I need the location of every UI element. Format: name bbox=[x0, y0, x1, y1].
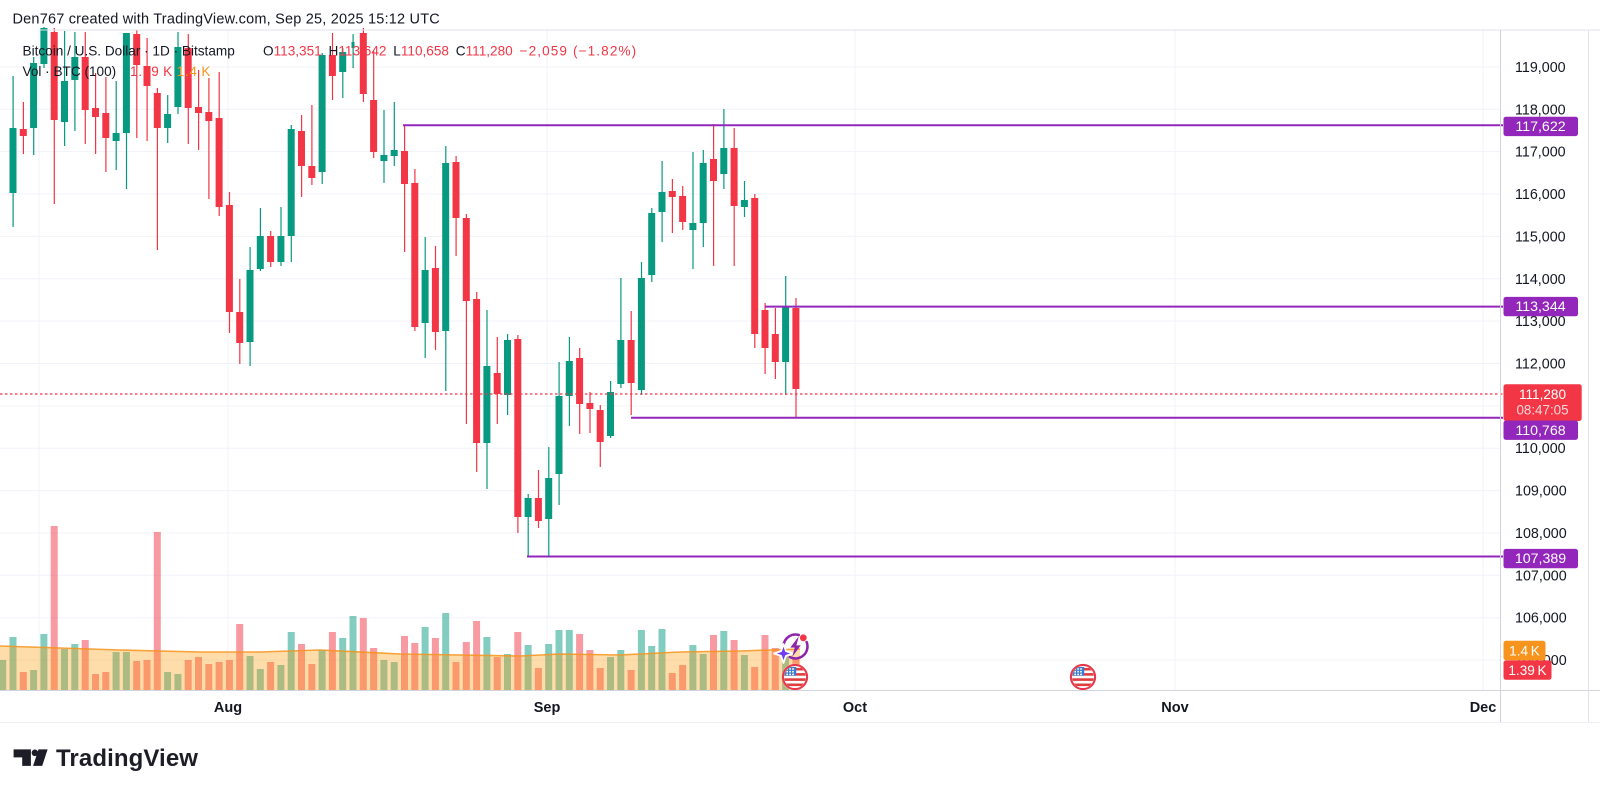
svg-text:107,389: 107,389 bbox=[1515, 551, 1566, 567]
svg-text:112,000: 112,000 bbox=[1515, 357, 1566, 373]
svg-text:114,000: 114,000 bbox=[1515, 272, 1566, 288]
svg-text:Den767 created with TradingVie: Den767 created with TradingView.com, Sep… bbox=[13, 12, 440, 28]
svg-text:117,622: 117,622 bbox=[1515, 119, 1565, 135]
svg-text:O113,351 H113,642 L110,658 C11: O113,351 H113,642 L110,658 C111,280 −2,0… bbox=[263, 44, 637, 59]
svg-text:Sep: Sep bbox=[534, 700, 561, 716]
svg-text:113,344: 113,344 bbox=[1515, 299, 1565, 315]
svg-text:1.39 K: 1.39 K bbox=[130, 64, 173, 79]
svg-text:1.4 K: 1.4 K bbox=[1509, 643, 1540, 658]
svg-text:110,000: 110,000 bbox=[1515, 441, 1566, 457]
svg-text:111,280: 111,280 bbox=[1519, 387, 1567, 402]
svg-text:108,000: 108,000 bbox=[1515, 526, 1567, 542]
svg-text:115,000: 115,000 bbox=[1515, 229, 1566, 245]
svg-text:Nov: Nov bbox=[1161, 700, 1188, 716]
svg-text:107,000: 107,000 bbox=[1515, 568, 1567, 584]
svg-text:Oct: Oct bbox=[843, 700, 867, 716]
svg-text:TradingView: TradingView bbox=[56, 745, 198, 772]
svg-text:119,000: 119,000 bbox=[1515, 60, 1566, 76]
svg-text:1.39 K: 1.39 K bbox=[1508, 663, 1546, 678]
svg-text:106,000: 106,000 bbox=[1515, 611, 1567, 627]
svg-text:113,000: 113,000 bbox=[1515, 314, 1566, 330]
svg-text:110,768: 110,768 bbox=[1515, 423, 1565, 439]
svg-text:109,000: 109,000 bbox=[1515, 484, 1567, 500]
svg-text:117,000: 117,000 bbox=[1515, 145, 1566, 161]
svg-text:Vol · BTC (100): Vol · BTC (100) bbox=[23, 64, 117, 79]
svg-text:116,000: 116,000 bbox=[1515, 187, 1566, 203]
svg-text:118,000: 118,000 bbox=[1515, 102, 1566, 118]
svg-text:08:47:05: 08:47:05 bbox=[1516, 403, 1568, 418]
svg-text:Aug: Aug bbox=[214, 700, 242, 716]
svg-text:Dec: Dec bbox=[1470, 700, 1497, 716]
svg-text:1.4 K: 1.4 K bbox=[177, 64, 212, 79]
svg-text:Bitcoin / U.S. Dollar · 1D · B: Bitcoin / U.S. Dollar · 1D · Bitstamp bbox=[23, 44, 235, 59]
